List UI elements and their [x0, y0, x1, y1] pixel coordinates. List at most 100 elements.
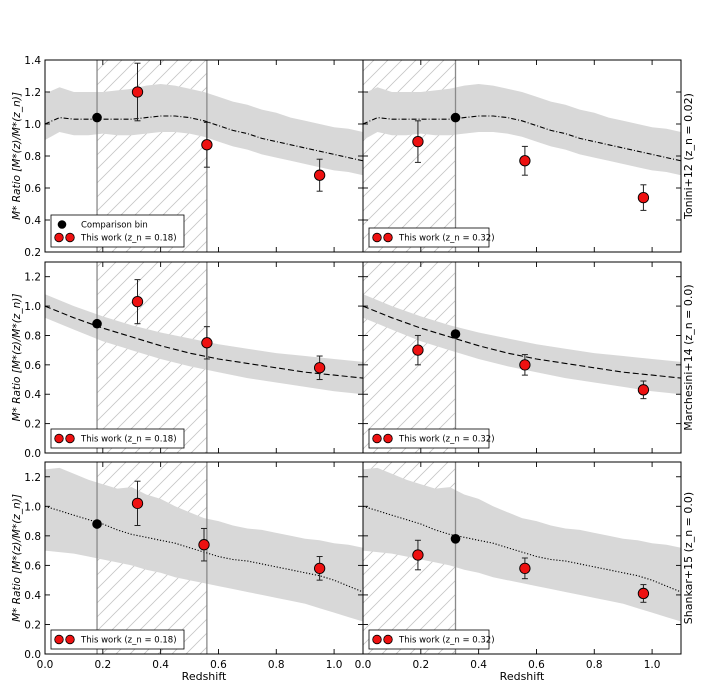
- comparison-bin-point: [450, 534, 461, 544]
- legend-swatch: [383, 433, 393, 444]
- y-tick-label: 0.4: [24, 590, 41, 602]
- y-tick-label: 0.6: [24, 183, 41, 195]
- legend-label: This work (z_n = 0.32): [398, 234, 495, 244]
- legend-label: This work (z_n = 0.32): [398, 636, 495, 646]
- y-tick-label: 0.2: [24, 419, 41, 431]
- x-tick-label: 0.4: [152, 659, 169, 671]
- y-tick-label: 0.0: [24, 448, 41, 460]
- y-tick-label: 0.4: [24, 389, 41, 401]
- data-point-1: [131, 497, 144, 510]
- x-tick-label: 0.0: [355, 659, 372, 671]
- plot-area: [45, 262, 363, 453]
- x-tick-label: 1.0: [326, 659, 343, 671]
- panel-r2-left: This work (z_n = 0.18) 0.0 0.2 0.4 0.6 0.8 1.0…: [24, 261, 364, 460]
- y-axis-title: M* Ratio [M*(z)/M*(z_n)]: [11, 92, 23, 220]
- legend-swatch: [372, 433, 382, 444]
- data-point-3: [637, 587, 650, 600]
- data-point-1: [412, 344, 424, 356]
- legend-swatch: [383, 232, 393, 243]
- data-point-1: [412, 549, 424, 561]
- y-tick-label: 0.0: [24, 649, 41, 661]
- data-point-1: [131, 86, 144, 98]
- model-reference-label: Shankar+15 (z_n = 0.0): [682, 492, 695, 624]
- data-point-3: [637, 191, 650, 204]
- x-tick-label: 0.8: [268, 659, 285, 671]
- comparison-bin-point: [450, 112, 461, 123]
- x-tick-label: 0.2: [412, 659, 429, 671]
- data-point-2: [198, 539, 210, 551]
- y-tick-label: 1.2: [24, 472, 41, 484]
- model-reference-label: Tonini+12 (z_n = 0.02): [682, 93, 695, 220]
- y-tick-label: 0.8: [24, 330, 41, 342]
- y-tick-label: 0.6: [24, 360, 41, 372]
- hatched-redshift-region: [363, 262, 456, 453]
- x-tick-label: 0.0: [37, 659, 54, 671]
- y-tick-label: 0.4: [24, 215, 41, 227]
- comparison-bin-point: [92, 112, 102, 123]
- x-tick-label: 1.0: [644, 659, 661, 671]
- model-curve: [363, 505, 681, 593]
- legend-swatch: [65, 634, 75, 645]
- x-tick-label: 0.8: [586, 659, 603, 671]
- comparison-bin-point: [92, 519, 102, 529]
- legend-swatch: [65, 232, 75, 243]
- legend-swatch: [57, 220, 67, 229]
- y-tick-label: 1.2: [24, 87, 41, 99]
- model-uncertainty-band: [363, 467, 681, 622]
- panel-r3-right: This work (z_n = 0.32) 0.0 0.2 0.4 0.6 0.8 1.0…: [355, 461, 682, 683]
- data-point-3: [313, 362, 326, 374]
- y-axis-title: M* Ratio [M*(z)/M*(z_n)]: [11, 494, 23, 622]
- panel-frame: [362, 261, 682, 454]
- plot-area: [45, 462, 363, 654]
- legend-swatch: [383, 634, 393, 645]
- model-curve: [363, 115, 681, 162]
- legend-swatch: [372, 232, 382, 243]
- x-axis-title: Redshift: [500, 670, 545, 683]
- legend-label: Comparison bin: [81, 221, 148, 231]
- y-tick-label: 1.4: [24, 55, 41, 67]
- panel-frame: [362, 461, 682, 655]
- data-point-2: [519, 562, 531, 574]
- legend-box: [50, 428, 185, 449]
- y-axis-title: M* Ratio [M*(z)/M*(z_n)]: [11, 294, 23, 422]
- legend-swatch: [372, 634, 382, 645]
- data-point-2: [519, 359, 531, 371]
- data-point-1: [131, 296, 144, 308]
- y-tick-label: 0.8: [24, 151, 41, 163]
- legend-swatch: [54, 634, 64, 645]
- data-point-2: [519, 155, 531, 167]
- plot-area: [363, 262, 681, 453]
- data-point-2: [201, 337, 213, 349]
- model-uncertainty-band: [45, 84, 363, 176]
- x-tick-label: 0.2: [94, 659, 111, 671]
- x-tick-label: 0.6: [528, 659, 545, 671]
- y-tick-label: 1.0: [24, 501, 41, 513]
- legend-swatch: [54, 232, 64, 243]
- x-tick-label: 0.4: [470, 659, 487, 671]
- x-axis-title: Redshift: [182, 670, 227, 683]
- panel-r2-right: This work (z_n = 0.32): [362, 261, 682, 454]
- model-curve: [363, 305, 681, 379]
- legend-box: [368, 227, 490, 248]
- model-reference-label: Marchesini+14 (z_n = 0.0): [682, 284, 695, 430]
- plot-area: [363, 60, 681, 252]
- data-point-3: [313, 169, 326, 181]
- x-tick-label: 0.6: [210, 659, 227, 671]
- y-tick-label: 0.8: [24, 531, 41, 543]
- y-tick-label: 1.2: [24, 272, 41, 284]
- legend-box: [50, 629, 185, 650]
- comparison-bin-point: [450, 329, 461, 339]
- data-point-3: [313, 562, 326, 574]
- panel-r1-left: Comparison bin This work (z_n = 0.18) 0.2 0…: [24, 55, 364, 259]
- data-point-3: [637, 384, 650, 396]
- comparison-bin-point: [92, 318, 102, 329]
- model-uncertainty-band: [363, 84, 681, 176]
- legend-label: This work (z_n = 0.18): [80, 435, 177, 445]
- legend-box: [368, 629, 490, 650]
- panel-r3-left: This work (z_n = 0.18) 0.0 0.2 0.4 0.6 0.8 1.0…: [24, 461, 364, 683]
- legend-box: [50, 214, 185, 248]
- data-point-1: [412, 135, 424, 148]
- y-tick-label: 0.2: [24, 619, 41, 631]
- y-tick-label: 1.0: [24, 301, 41, 313]
